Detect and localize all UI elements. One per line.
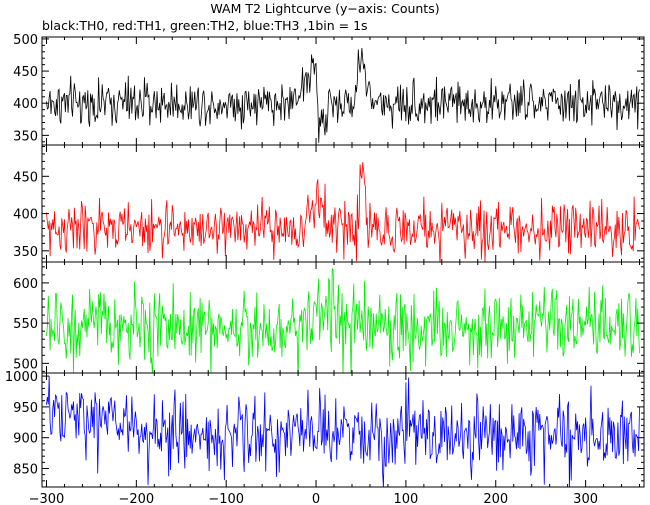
y-tick-label: 600 bbox=[13, 277, 38, 292]
y-tick-label: 850 bbox=[13, 463, 38, 478]
series-th2-line bbox=[46, 268, 640, 373]
chart-subtitle: black:TH0, red:TH1, green:TH2, blue:TH3 … bbox=[42, 18, 368, 33]
x-tick-label: −300 bbox=[29, 492, 65, 505]
y-tick-label: 550 bbox=[13, 317, 38, 332]
y-tick-label: 950 bbox=[13, 401, 38, 416]
y-tick-label: 500 bbox=[13, 33, 38, 48]
x-axis: −300 −200 −100 0 100 200 300 bbox=[29, 492, 598, 505]
y-tick-label: 900 bbox=[13, 432, 38, 447]
x-tick-label: 300 bbox=[573, 492, 598, 505]
x-tick-label: −200 bbox=[118, 492, 154, 505]
y-tick-label: 400 bbox=[13, 97, 38, 112]
panel-th1: 350 400 450 bbox=[13, 144, 645, 263]
y-tick-label: 350 bbox=[13, 245, 38, 260]
x-tick-label: 0 bbox=[312, 492, 320, 505]
panel-frame bbox=[41, 144, 645, 263]
x-tick-label: −100 bbox=[208, 492, 244, 505]
panel-frame bbox=[41, 372, 645, 488]
y-tick-label: 450 bbox=[13, 170, 38, 185]
x-tick-label: 100 bbox=[393, 492, 418, 505]
series-th1-line bbox=[46, 162, 640, 262]
panel-th2: 500 550 600 bbox=[13, 261, 645, 374]
y-tick-label: 350 bbox=[13, 129, 38, 144]
y-tick-label: 500 bbox=[13, 357, 38, 372]
x-tick-label: 200 bbox=[483, 492, 508, 505]
y-tick-label: 1000 bbox=[5, 370, 38, 385]
series-th3-line bbox=[46, 376, 640, 487]
panels-layer: 350 400 450 500 350 400 450 500 550 600 850 900 950 1… bbox=[5, 33, 645, 488]
panel-th0: 350 400 450 500 bbox=[13, 33, 645, 146]
chart-title: WAM T2 Lightcurve (y−axis: Counts) bbox=[210, 1, 439, 16]
series-th0-line bbox=[46, 48, 640, 143]
y-tick-label: 450 bbox=[13, 65, 38, 80]
panel-th3: 850 900 950 1000 bbox=[5, 370, 645, 488]
y-tick-label: 400 bbox=[13, 208, 38, 223]
